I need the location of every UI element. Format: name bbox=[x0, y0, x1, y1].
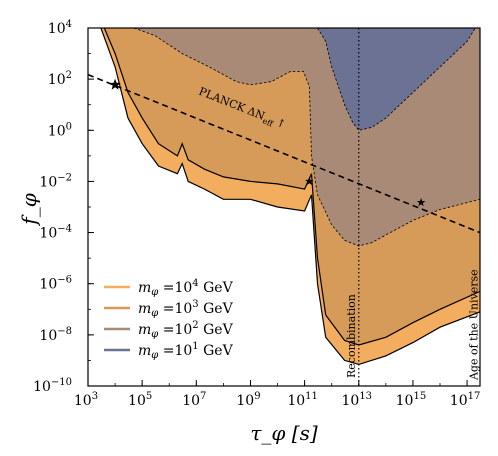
y-tick-label: 10−4 bbox=[39, 224, 72, 242]
y-tick-label: 102 bbox=[48, 70, 72, 88]
boundary-3 bbox=[133, 28, 480, 247]
planck-marker bbox=[305, 176, 314, 186]
x-axis-label: τ_φ [s] bbox=[250, 421, 317, 445]
recombination-label: Recombination bbox=[345, 294, 358, 378]
planck-marker bbox=[109, 78, 121, 90]
boundary-1 bbox=[100, 28, 480, 366]
x-tick-label: 107 bbox=[182, 391, 206, 409]
y-tick-label: 100 bbox=[48, 121, 72, 139]
x-tick-label: 1013 bbox=[341, 391, 372, 409]
x-tick-label: 1011 bbox=[287, 391, 318, 409]
x-tick-label: 109 bbox=[236, 391, 260, 409]
legend-entry: mφ =104 GeV bbox=[138, 278, 234, 298]
age-universe-label: Age of the Universe bbox=[467, 269, 480, 381]
y-axis-label: f_φ bbox=[17, 193, 41, 226]
y-tick-label: 10−2 bbox=[39, 172, 72, 190]
boundary-2 bbox=[103, 28, 480, 346]
legend-entry: mφ =102 GeV bbox=[138, 320, 234, 340]
constraint-regions bbox=[100, 28, 480, 366]
region-4 bbox=[317, 28, 480, 131]
x-tick-label: 103 bbox=[74, 391, 98, 409]
legend-entry: mφ =101 GeV bbox=[138, 341, 234, 361]
x-tick-label: 1015 bbox=[396, 391, 427, 409]
y-tick-label: 10−8 bbox=[39, 326, 72, 344]
legend-entry: mφ =103 GeV bbox=[138, 299, 234, 319]
planck-line bbox=[88, 73, 480, 234]
y-tick-label: 10−6 bbox=[39, 275, 72, 293]
planck-marker bbox=[416, 198, 426, 207]
chart-axes: 103 105 107 109 1011 1013 1015 1017 10−10 10−8 10−… bbox=[17, 19, 480, 445]
x-tick-label: 105 bbox=[128, 391, 152, 409]
boundary-4 bbox=[317, 28, 476, 131]
x-tick-label: 1017 bbox=[450, 391, 481, 409]
y-tick-label: 10−10 bbox=[33, 377, 72, 395]
y-tick-label: 104 bbox=[48, 19, 72, 37]
